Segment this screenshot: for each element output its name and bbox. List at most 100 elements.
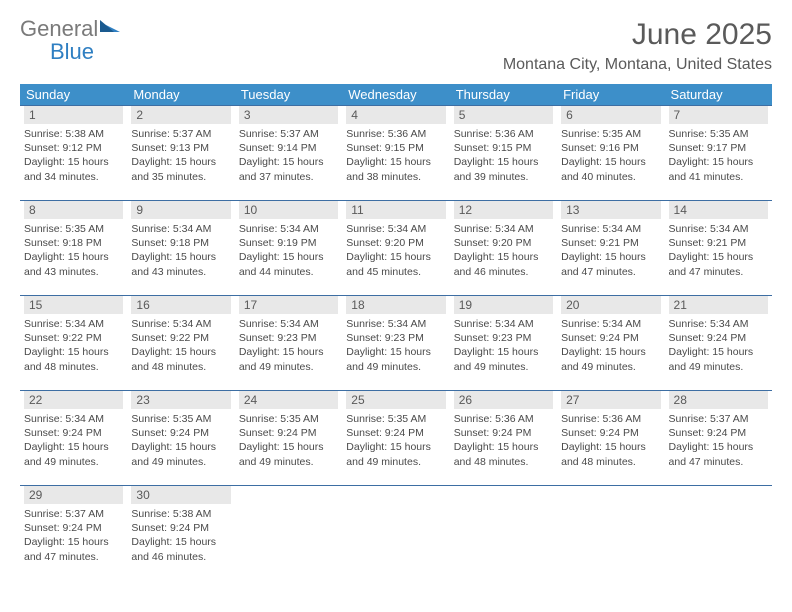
day-cell: 12 Sunrise: 5:34 AMSunset: 9:20 PMDayligh…: [450, 201, 557, 296]
logo-part1: General: [20, 16, 98, 41]
week-row: 1Sunrise: 5:38 AMSunset: 9:12 PMDaylight…: [20, 106, 772, 201]
day-number: 15: [24, 296, 123, 314]
empty-cell: [450, 486, 557, 581]
day-details: Sunrise: 5:34 AMSunset: 9:20 PMDaylight:…: [346, 222, 445, 279]
day-cell: 2Sunrise: 5:37 AMSunset: 9:13 PMDaylight…: [127, 106, 234, 201]
day-number: 25: [346, 391, 445, 409]
dow-thursday: Thursday: [450, 84, 557, 106]
day-number: 29: [24, 486, 123, 504]
day-details: Sunrise: 5:36 AMSunset: 9:15 PMDaylight:…: [346, 127, 445, 184]
empty-cell: [665, 486, 772, 581]
day-cell: 7 Sunrise: 5:35 AMSunset: 9:17 PMDaylight…: [665, 106, 772, 201]
location-text: Montana City, Montana, United States: [503, 56, 772, 74]
day-number: 9: [131, 201, 230, 219]
day-number: 12: [454, 201, 553, 219]
calendar-grid: Sunday Monday Tuesday Wednesday Thursday…: [20, 84, 772, 580]
day-number: 8: [24, 201, 123, 219]
day-cell: 27 Sunrise: 5:36 AMSunset: 9:24 PMDayligh…: [557, 391, 664, 486]
day-number: 28: [669, 391, 768, 409]
day-cell: 13 Sunrise: 5:34 AMSunset: 9:21 PMDayligh…: [557, 201, 664, 296]
day-cell: 24 Sunrise: 5:35 AMSunset: 9:24 PMDayligh…: [235, 391, 342, 486]
dow-monday: Monday: [127, 84, 234, 106]
day-cell: 16Sunrise: 5:34 AMSunset: 9:22 PMDayligh…: [127, 296, 234, 391]
day-details: Sunrise: 5:35 AMSunset: 9:17 PMDaylight:…: [669, 127, 768, 184]
day-number: 23: [131, 391, 230, 409]
day-number: 17: [239, 296, 338, 314]
day-cell: 19 Sunrise: 5:34 AMSunset: 9:23 PMDayligh…: [450, 296, 557, 391]
dow-saturday: Saturday: [665, 84, 772, 106]
day-cell: 1Sunrise: 5:38 AMSunset: 9:12 PMDaylight…: [20, 106, 127, 201]
day-cell: 14 Sunrise: 5:34 AMSunset: 9:21 PMDayligh…: [665, 201, 772, 296]
day-cell: 8 Sunrise: 5:35 AMSunset: 9:18 PMDaylight…: [20, 201, 127, 296]
day-cell: 28 Sunrise: 5:37 AMSunset: 9:24 PMDayligh…: [665, 391, 772, 486]
day-number: 2: [131, 106, 230, 124]
calendar-body: 1Sunrise: 5:38 AMSunset: 9:12 PMDaylight…: [20, 106, 772, 581]
day-details: Sunrise: 5:34 AMSunset: 9:23 PMDaylight:…: [239, 317, 338, 374]
day-details: Sunrise: 5:34 AMSunset: 9:24 PMDaylight:…: [561, 317, 660, 374]
day-number: 1: [24, 106, 123, 124]
day-cell: 10Sunrise: 5:34 AMSunset: 9:19 PMDayligh…: [235, 201, 342, 296]
day-details: Sunrise: 5:36 AMSunset: 9:15 PMDaylight:…: [454, 127, 553, 184]
day-cell: 5 Sunrise: 5:36 AMSunset: 9:15 PMDaylight…: [450, 106, 557, 201]
dow-wednesday: Wednesday: [342, 84, 449, 106]
week-row: 22Sunrise: 5:34 AMSunset: 9:24 PMDayligh…: [20, 391, 772, 486]
day-number: 26: [454, 391, 553, 409]
day-details: Sunrise: 5:38 AMSunset: 9:24 PMDaylight:…: [131, 507, 230, 564]
empty-cell: [557, 486, 664, 581]
day-details: Sunrise: 5:34 AMSunset: 9:22 PMDaylight:…: [131, 317, 230, 374]
day-cell: 15Sunrise: 5:34 AMSunset: 9:22 PMDayligh…: [20, 296, 127, 391]
page-title: June 2025: [503, 18, 772, 52]
day-cell: 18 Sunrise: 5:34 AMSunset: 9:23 PMDayligh…: [342, 296, 449, 391]
day-details: Sunrise: 5:34 AMSunset: 9:23 PMDaylight:…: [346, 317, 445, 374]
logo-part2: Blue: [50, 39, 94, 64]
empty-cell: [235, 486, 342, 581]
day-details: Sunrise: 5:35 AMSunset: 9:16 PMDaylight:…: [561, 127, 660, 184]
day-details: Sunrise: 5:37 AMSunset: 9:24 PMDaylight:…: [24, 507, 123, 564]
day-details: Sunrise: 5:35 AMSunset: 9:24 PMDaylight:…: [131, 412, 230, 469]
day-number: 13: [561, 201, 660, 219]
day-of-week-row: Sunday Monday Tuesday Wednesday Thursday…: [20, 84, 772, 106]
day-number: 27: [561, 391, 660, 409]
week-row: 29 Sunrise: 5:37 AMSunset: 9:24 PMDayligh…: [20, 486, 772, 581]
day-details: Sunrise: 5:35 AMSunset: 9:24 PMDaylight:…: [346, 412, 445, 469]
dow-sunday: Sunday: [20, 84, 127, 106]
day-number: 7: [669, 106, 768, 124]
day-cell: 21Sunrise: 5:34 AMSunset: 9:24 PMDayligh…: [665, 296, 772, 391]
day-details: Sunrise: 5:34 AMSunset: 9:21 PMDaylight:…: [669, 222, 768, 279]
day-details: Sunrise: 5:34 AMSunset: 9:21 PMDaylight:…: [561, 222, 660, 279]
day-cell: 9Sunrise: 5:34 AMSunset: 9:18 PMDaylight…: [127, 201, 234, 296]
logo-text-block: General Blue: [20, 18, 120, 64]
day-number: 20: [561, 296, 660, 314]
calendar-page: General Blue June 2025 Montana City, Mon…: [0, 0, 792, 598]
logo: General Blue: [20, 18, 120, 64]
day-number: 5: [454, 106, 553, 124]
day-details: Sunrise: 5:34 AMSunset: 9:20 PMDaylight:…: [454, 222, 553, 279]
day-details: Sunrise: 5:34 AMSunset: 9:23 PMDaylight:…: [454, 317, 553, 374]
logo-flag-icon: [100, 18, 120, 37]
day-number: 24: [239, 391, 338, 409]
day-number: 19: [454, 296, 553, 314]
day-details: Sunrise: 5:36 AMSunset: 9:24 PMDaylight:…: [454, 412, 553, 469]
day-cell: 11Sunrise: 5:34 AMSunset: 9:20 PMDayligh…: [342, 201, 449, 296]
day-details: Sunrise: 5:34 AMSunset: 9:24 PMDaylight:…: [669, 317, 768, 374]
dow-friday: Friday: [557, 84, 664, 106]
day-cell: 22Sunrise: 5:34 AMSunset: 9:24 PMDayligh…: [20, 391, 127, 486]
empty-cell: [342, 486, 449, 581]
day-details: Sunrise: 5:37 AMSunset: 9:24 PMDaylight:…: [669, 412, 768, 469]
day-number: 3: [239, 106, 338, 124]
day-cell: 25 Sunrise: 5:35 AMSunset: 9:24 PMDayligh…: [342, 391, 449, 486]
day-number: 30: [131, 486, 230, 504]
day-number: 4: [346, 106, 445, 124]
day-details: Sunrise: 5:35 AMSunset: 9:18 PMDaylight:…: [24, 222, 123, 279]
day-number: 18: [346, 296, 445, 314]
day-cell: 20 Sunrise: 5:34 AMSunset: 9:24 PMDayligh…: [557, 296, 664, 391]
week-row: 8 Sunrise: 5:35 AMSunset: 9:18 PMDaylight…: [20, 201, 772, 296]
day-details: Sunrise: 5:36 AMSunset: 9:24 PMDaylight:…: [561, 412, 660, 469]
day-cell: 6 Sunrise: 5:35 AMSunset: 9:16 PMDaylight…: [557, 106, 664, 201]
day-number: 14: [669, 201, 768, 219]
day-details: Sunrise: 5:35 AMSunset: 9:24 PMDaylight:…: [239, 412, 338, 469]
day-cell: 29 Sunrise: 5:37 AMSunset: 9:24 PMDayligh…: [20, 486, 127, 581]
day-number: 22: [24, 391, 123, 409]
day-number: 6: [561, 106, 660, 124]
day-cell: 3Sunrise: 5:37 AMSunset: 9:14 PMDaylight…: [235, 106, 342, 201]
